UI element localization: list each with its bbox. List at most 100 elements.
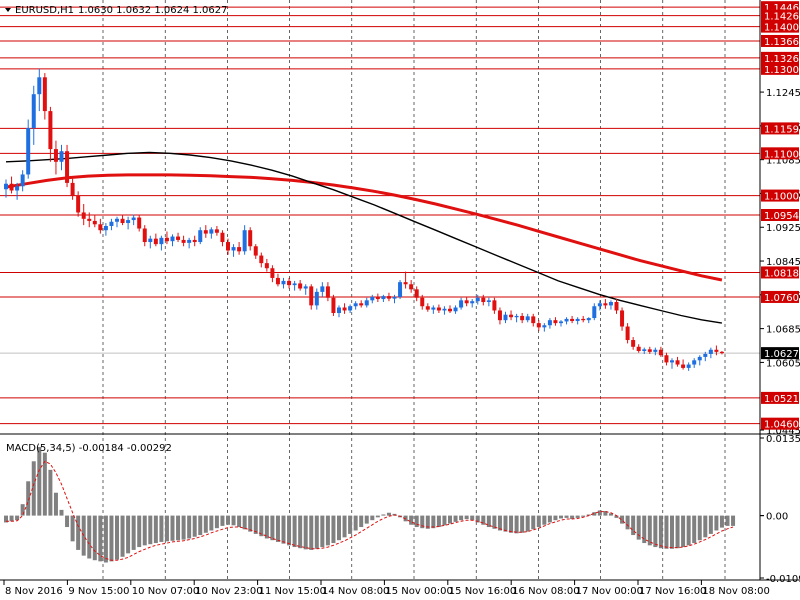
macd-bar xyxy=(592,512,597,516)
macd-bar xyxy=(275,515,280,542)
candle-body xyxy=(242,230,247,252)
candle-body xyxy=(442,308,447,311)
candle-body xyxy=(392,296,397,299)
candle-body xyxy=(164,237,169,242)
macd-bar xyxy=(486,515,491,528)
candle-body xyxy=(575,318,580,322)
candle-body xyxy=(425,306,430,310)
candle-body xyxy=(53,149,58,162)
macd-bar xyxy=(470,515,475,521)
candle-body xyxy=(220,232,225,243)
macd-bar xyxy=(248,515,253,532)
macd-bar xyxy=(531,515,536,530)
candle-body xyxy=(697,356,702,361)
macd-bar xyxy=(697,515,702,541)
macd-bar xyxy=(614,515,619,518)
candle-body xyxy=(26,127,31,175)
horizontal-levels[interactable] xyxy=(0,6,760,425)
current-price-label: 1.0627 xyxy=(764,349,799,360)
candle-body xyxy=(497,310,502,321)
candle-body xyxy=(325,286,330,298)
macd-bar xyxy=(164,515,169,542)
macd-bar xyxy=(15,515,20,521)
candle-body xyxy=(314,291,319,306)
candle-body xyxy=(708,349,713,354)
macd-bar xyxy=(59,509,64,516)
macd-bar xyxy=(76,515,81,550)
macd-bar xyxy=(514,515,519,534)
macd-bar xyxy=(725,515,730,526)
level-price-label: 1.0760 xyxy=(764,293,799,304)
macd-bar xyxy=(547,515,552,523)
candle-body xyxy=(642,349,647,352)
macd-bar xyxy=(137,515,142,548)
candle-body xyxy=(547,320,552,326)
macd-bar xyxy=(719,515,724,528)
macd-bar xyxy=(176,515,181,541)
candle-body xyxy=(192,239,197,243)
candle-body xyxy=(259,255,264,264)
candle-body xyxy=(87,218,92,221)
candle-body xyxy=(409,284,414,290)
candle-body xyxy=(92,220,97,225)
candle-body xyxy=(103,225,108,231)
macd-bar xyxy=(359,515,364,528)
macd-bar xyxy=(109,515,114,562)
macd-bar xyxy=(37,446,42,516)
level-price-label: 1.1100 xyxy=(764,149,799,160)
candle-body xyxy=(520,315,525,321)
macd-bar xyxy=(320,515,325,548)
candle-body xyxy=(187,239,192,243)
candle-body xyxy=(620,310,625,327)
x-tick-label: 17 Nov 16:00 xyxy=(639,586,706,597)
macd-bar xyxy=(98,515,103,562)
level-price-label: 1.1426 xyxy=(764,12,799,23)
macd-bar xyxy=(331,515,336,544)
candle-body xyxy=(570,318,575,322)
candle-body xyxy=(181,239,186,243)
candle-body xyxy=(653,349,658,352)
macd-bar xyxy=(103,515,108,563)
candle-body xyxy=(719,351,724,354)
macd-bar xyxy=(220,515,225,526)
macd-bar xyxy=(581,515,586,517)
candle-body xyxy=(287,280,292,286)
x-tick-label: 9 Nov 15:00 xyxy=(68,586,129,597)
candle-body xyxy=(592,306,597,319)
candle-body xyxy=(614,302,619,311)
candle-body xyxy=(203,230,208,234)
macd-bar xyxy=(608,513,613,516)
candle-body xyxy=(153,238,158,245)
candle-body xyxy=(670,360,674,363)
macd-bar xyxy=(370,515,375,521)
candle-body xyxy=(270,268,275,278)
level-price-tag xyxy=(761,9,799,22)
candle-body xyxy=(65,151,70,183)
triangle-down-icon[interactable] xyxy=(5,8,11,12)
level-price-tag xyxy=(761,290,799,303)
macd-bar xyxy=(575,515,580,518)
candle-body xyxy=(76,195,81,213)
candle-body xyxy=(137,217,142,229)
macd-bar xyxy=(464,515,469,520)
candle-body xyxy=(503,314,508,321)
candle-body xyxy=(459,300,464,308)
candle-body xyxy=(264,263,269,269)
candle-body xyxy=(420,297,425,307)
ohlc-readout: 1.0630 1.0632 1.0624 1.0627 xyxy=(78,5,228,16)
symbol-label[interactable]: EURUSD,H1 xyxy=(15,5,74,16)
macd-bar xyxy=(553,515,558,521)
candle-body xyxy=(70,182,75,196)
candle-body xyxy=(248,230,253,247)
macd-bar xyxy=(237,515,242,528)
candle-body xyxy=(4,183,8,190)
x-tick-label: 14 Nov 08:00 xyxy=(322,586,389,597)
level-price-label: 1.0954 xyxy=(764,211,799,222)
macd-bar xyxy=(26,481,31,516)
level-price-tag xyxy=(761,391,799,404)
macd-bar xyxy=(142,515,147,546)
macd-signal-line xyxy=(6,460,734,561)
candle-body xyxy=(686,364,691,368)
candle-body xyxy=(631,340,636,347)
